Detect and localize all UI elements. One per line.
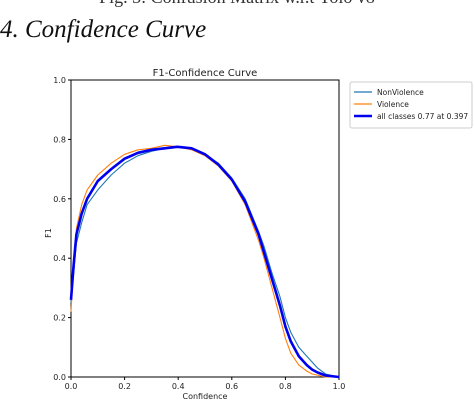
plot-area-frame xyxy=(70,79,340,378)
x-tick-label: 0.2 xyxy=(118,382,131,391)
x-tick-label: 0.0 xyxy=(65,382,78,391)
series-line-2 xyxy=(69,145,340,379)
series-line-0 xyxy=(70,146,340,378)
chart-title: F1-Confidence Curve xyxy=(153,68,258,79)
y-axis-label: F1 xyxy=(44,228,53,238)
legend-label-1: Violence xyxy=(377,100,409,109)
y-tick-label: 0.4 xyxy=(53,254,66,263)
x-tick-label: 1.0 xyxy=(333,382,346,391)
legend-label-0: NonViolence xyxy=(377,88,424,97)
y-tick-label: 1.0 xyxy=(53,76,66,85)
x-axis-label: Confidence xyxy=(183,392,228,401)
y-tick-label: 0.6 xyxy=(53,195,66,204)
legend-label-2: all classes 0.77 at 0.397 xyxy=(377,112,468,121)
x-tick-label: 0.6 xyxy=(225,382,238,391)
series-lines xyxy=(69,144,340,379)
axis-ticks: 0.0 0.2 0.4 0.6 0.8 1.0 0.0 0.2 0.4 0.6 0.8 1.0 xyxy=(53,76,345,391)
figure-caption-partial: Fig. 3: Confusion Matrix w.r.t Yolo v8 xyxy=(0,0,474,8)
x-tick-label: 0.4 xyxy=(172,382,185,391)
y-tick-label: 0.0 xyxy=(53,373,66,382)
section-heading: 4. Confidence Curve xyxy=(0,16,207,43)
y-tick-label: 0.8 xyxy=(53,135,66,144)
series-line-1 xyxy=(70,144,339,378)
legend-box xyxy=(349,81,473,129)
legend: NonViolence Violence all classes 0.77 at 0… xyxy=(349,81,473,129)
y-tick-label: 0.2 xyxy=(53,314,66,323)
x-tick-label: 0.8 xyxy=(279,382,292,391)
